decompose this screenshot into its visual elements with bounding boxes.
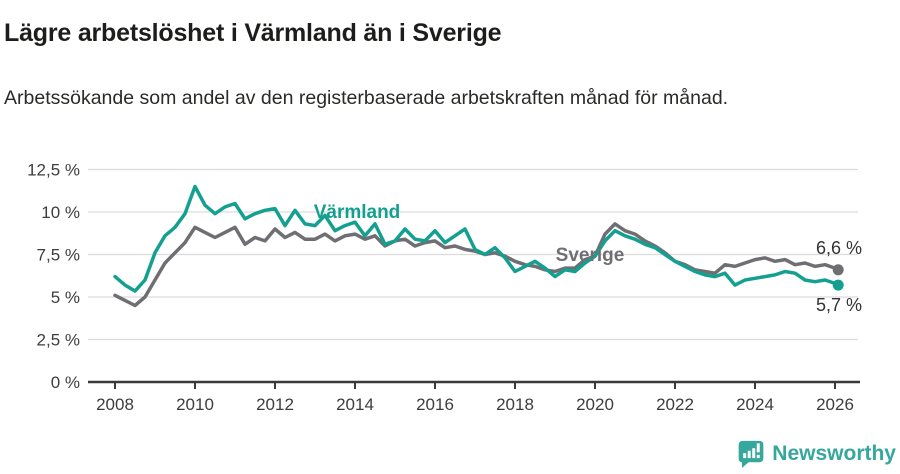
y-axis-tick-label: 5 % [51,288,80,307]
newsworthy-logo-icon [738,440,764,468]
x-axis-tick-label: 2026 [816,395,854,414]
y-axis-labels: 0 % 2,5 % 5 % 7,5 % 10 % 12,5 % [27,161,80,393]
x-axis-tick-label: 2022 [656,395,694,414]
newsworthy-brand: Newsworthy [737,439,896,469]
x-axis-ticks: 2008 2010 2012 2014 2016 2018 2020 2022 2024 2026 [96,382,854,414]
sverige-series-label: Sverige [556,245,625,266]
x-axis-tick-label: 2010 [176,395,214,414]
chart-subtitle: Arbetssökande som andel av den registerb… [4,86,729,109]
brand-name: Newsworthy [772,442,896,465]
varmland-end-value: 5,7 % [816,295,862,315]
x-axis-tick-label: 2020 [576,395,614,414]
varmland-series-label: Värmland [314,202,401,223]
x-axis-tick-label: 2014 [336,395,374,414]
series-lines [113,184,844,308]
y-axis-tick-label: 10 % [41,203,80,222]
x-axis-tick-label: 2008 [96,395,134,414]
page-title: Lägre arbetslöshet i Värmland än i Sveri… [4,18,502,47]
x-axis-tick-label: 2024 [736,395,774,414]
vrmland-end-dot [832,279,844,291]
y-axis-tick-label: 12,5 % [27,161,80,180]
y-axis-tick-label: 0 % [51,373,80,392]
x-axis-tick-label: 2018 [496,395,534,414]
sverige-line [113,222,840,308]
gridlines [88,168,858,341]
sverige-end-dot [832,264,844,276]
x-axis-tick-label: 2016 [416,395,454,414]
x-axis-tick-label: 2012 [256,395,294,414]
y-axis-tick-label: 2,5 % [37,331,80,350]
y-axis-tick-label: 7,5 % [37,246,80,265]
sverige-end-value: 6,6 % [816,238,862,258]
vrmland-line [113,184,840,293]
